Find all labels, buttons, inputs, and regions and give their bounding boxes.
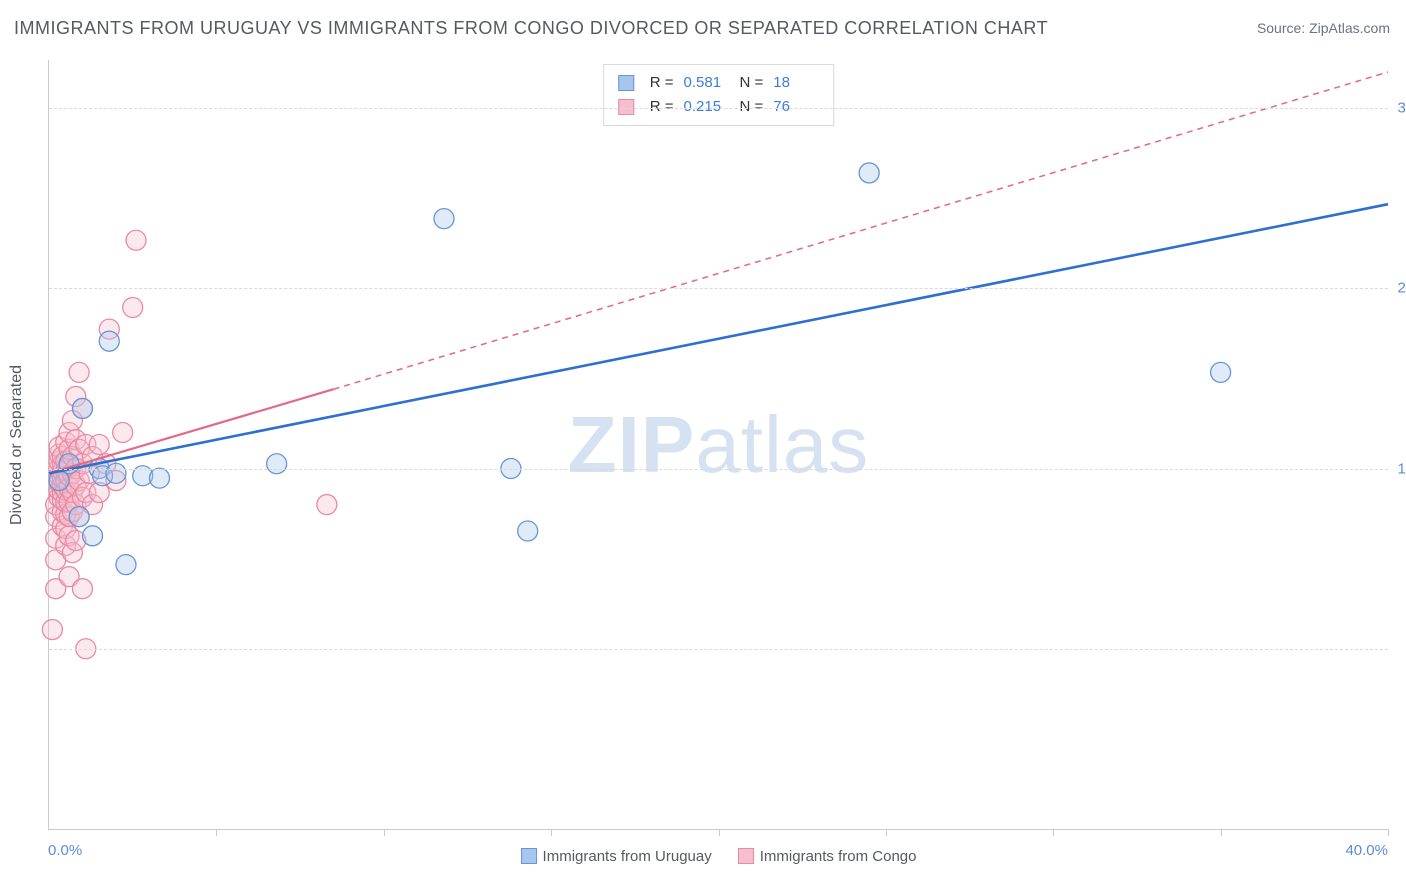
y-tick-label: 15.0% [1390,460,1406,477]
scatter-point-congo [123,298,143,318]
n-label-congo: N = [740,95,764,119]
stats-row-congo: R = 0.215 N = 76 [618,95,820,119]
legend-bottom: Immigrants from Uruguay Immigrants from … [521,848,917,865]
scatter-point-congo [42,620,62,640]
gridline-h [49,288,1388,289]
scatter-point-uruguay [267,454,287,474]
scatter-point-congo [126,230,146,250]
scatter-point-congo [317,495,337,515]
legend-label-uruguay: Immigrants from Uruguay [543,848,712,865]
scatter-point-uruguay [69,507,89,527]
legend-label-congo: Immigrants from Congo [760,848,917,865]
scatter-point-uruguay [859,163,879,183]
x-tick [384,829,385,836]
chart-container: IMMIGRANTS FROM URUGUAY VS IMMIGRANTS FR… [0,0,1406,892]
scatter-point-congo [72,579,92,599]
y-tick-label: 22.5% [1390,280,1406,297]
legend-swatch-uruguay [521,848,537,864]
source-label: Source: ZipAtlas.com [1257,20,1390,36]
legend-swatch-congo [738,848,754,864]
scatter-point-uruguay [434,209,454,229]
legend-item-uruguay: Immigrants from Uruguay [521,848,712,865]
regression-line-congo [49,389,334,473]
x-tick [1053,829,1054,836]
x-tick [1221,829,1222,836]
regression-line-uruguay [49,204,1388,473]
chart-title: IMMIGRANTS FROM URUGUAY VS IMMIGRANTS FR… [14,18,1048,39]
stats-legend-box: R = 0.581 N = 18 R = 0.215 N = 76 [603,64,835,126]
x-tick [719,829,720,836]
scatter-point-uruguay [99,331,119,351]
scatter-point-congo [113,422,133,442]
x-tick [886,829,887,836]
gridline-h [49,108,1388,109]
n-value-uruguay: 18 [773,71,819,95]
gridline-h [49,469,1388,470]
y-axis-label: Divorced or Separated [8,365,26,525]
n-label-uruguay: N = [740,71,764,95]
scatter-point-uruguay [106,463,126,483]
swatch-congo [618,99,634,115]
scatter-point-uruguay [116,555,136,575]
x-tick [216,829,217,836]
regression-line-dashed-congo [334,72,1388,389]
swatch-uruguay [618,75,634,91]
x-tick [1388,829,1389,836]
r-label-uruguay: R = [650,71,674,95]
scatter-point-uruguay [72,398,92,418]
gridline-h [49,649,1388,650]
r-value-congo: 0.215 [684,95,730,119]
x-axis-min-label: 0.0% [48,842,82,859]
y-tick-label: 7.5% [1390,640,1406,657]
y-tick-label: 30.0% [1390,100,1406,117]
plot-svg [49,60,1388,829]
stats-row-uruguay: R = 0.581 N = 18 [618,71,820,95]
r-value-uruguay: 0.581 [684,71,730,95]
scatter-point-uruguay [518,521,538,541]
plot-area: ZIPatlas R = 0.581 N = 18 R = 0.215 N = … [48,60,1388,830]
scatter-point-uruguay [149,468,169,488]
legend-item-congo: Immigrants from Congo [738,848,917,865]
scatter-point-uruguay [83,526,103,546]
scatter-point-congo [69,362,89,382]
x-axis-max-label: 40.0% [1345,842,1388,859]
scatter-point-congo [89,435,109,455]
x-tick [551,829,552,836]
r-label-congo: R = [650,95,674,119]
scatter-point-uruguay [1211,362,1231,382]
n-value-congo: 76 [773,95,819,119]
